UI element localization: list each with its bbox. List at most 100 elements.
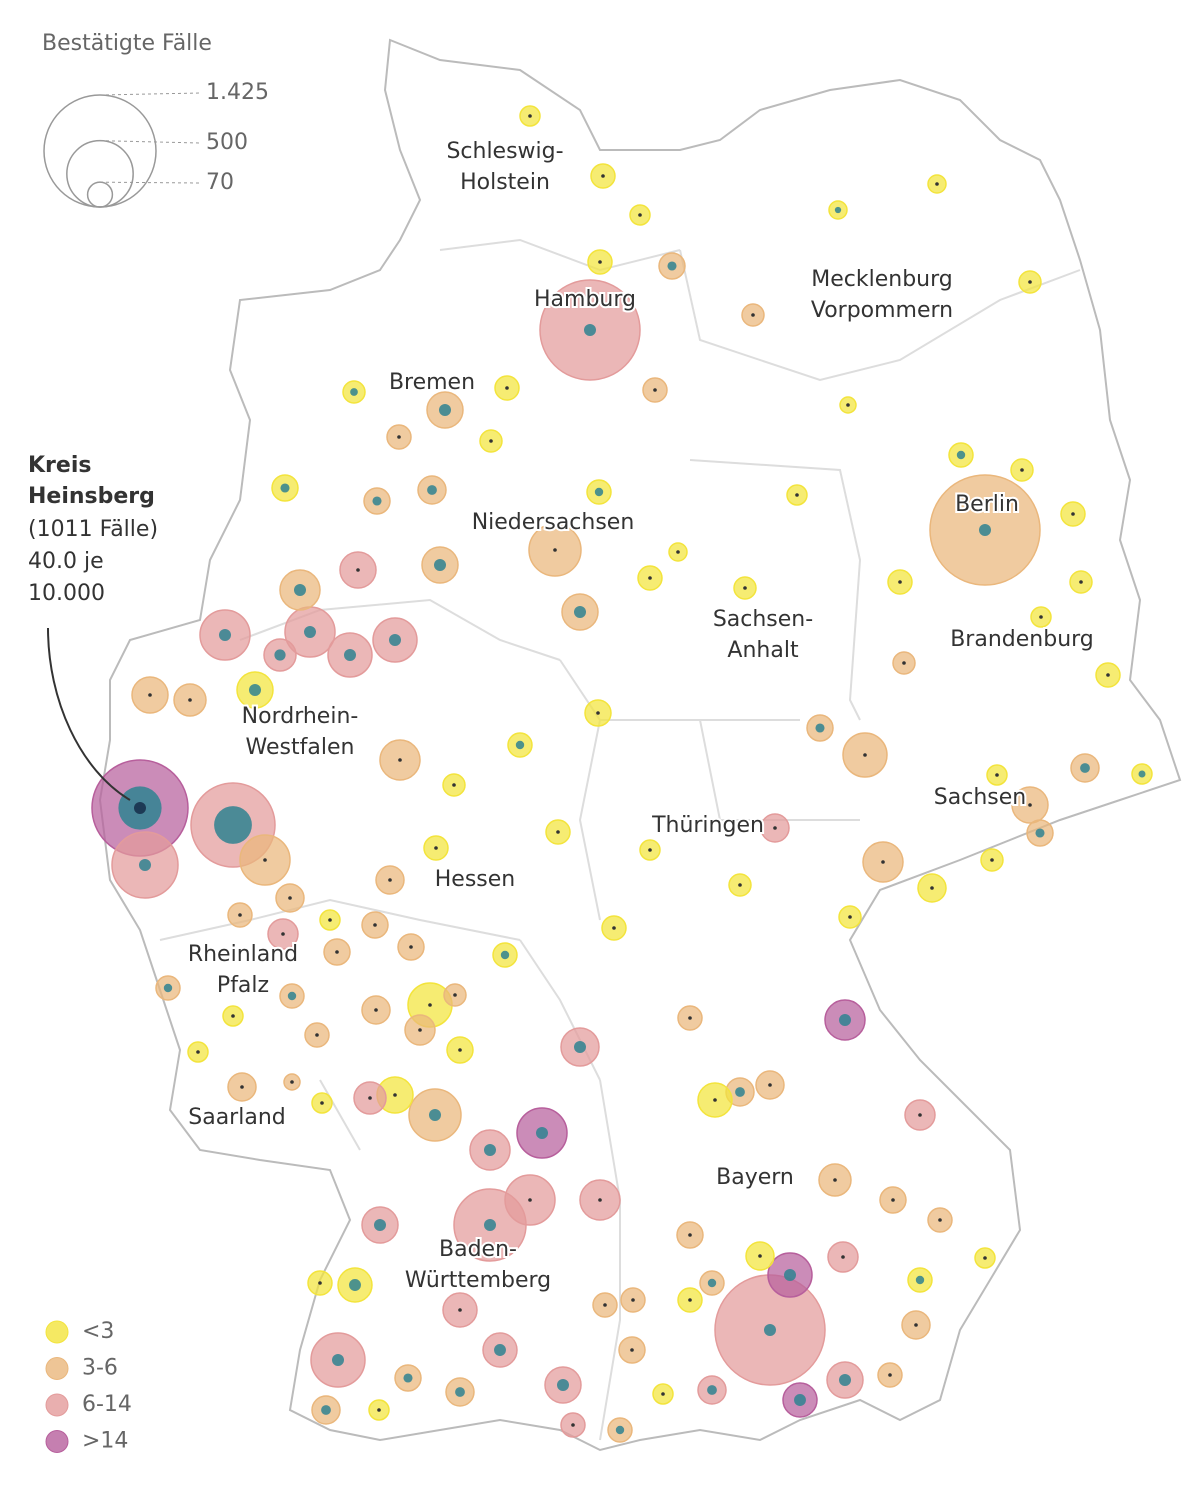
bubble-center (403, 1373, 413, 1383)
bubble-center (596, 711, 600, 715)
bubble-center (458, 1308, 462, 1312)
bubble-center (676, 550, 680, 554)
bubble-center (188, 698, 192, 702)
bubble-center (321, 1405, 331, 1415)
bubble-center (398, 758, 402, 762)
bubble-center (505, 386, 509, 390)
bubble-center (881, 860, 885, 864)
bubble-center (688, 1298, 692, 1302)
color-legend-swatch (45, 1430, 69, 1453)
state-borders (159, 238, 1081, 1441)
bubble-center (983, 1256, 987, 1260)
bubble-center (764, 1324, 776, 1336)
bubble-center (571, 1423, 575, 1427)
bubble-center (377, 1408, 381, 1412)
bubble-center (281, 932, 285, 936)
bubble-center (834, 206, 842, 214)
region-label: Württemberg (405, 1268, 551, 1293)
bubble-center (833, 1178, 837, 1182)
bubble-center (274, 649, 286, 661)
bubble-center (1071, 512, 1075, 516)
bubble-center (335, 950, 339, 954)
region-label: Schleswig- (446, 139, 563, 164)
bubble-center (249, 684, 261, 696)
bubble-center (612, 926, 616, 930)
bubble-center (661, 1392, 665, 1396)
bubble-center (841, 1255, 845, 1259)
bubble-center (389, 634, 401, 646)
bubble-center (214, 806, 252, 844)
bubble-center (240, 1085, 244, 1089)
bubble-center (238, 913, 242, 917)
bubble-center (231, 1014, 235, 1018)
bubble-center (372, 496, 382, 506)
bubble-center (418, 1028, 422, 1032)
bubble-center (918, 1113, 922, 1117)
color-legend-label: 6-14 (82, 1392, 132, 1417)
region-label: Brandenburg (950, 627, 1094, 652)
bubble-center (1028, 803, 1032, 807)
bubble-center (484, 1144, 496, 1156)
bubble-center (1039, 615, 1043, 619)
bubble-center (397, 435, 401, 439)
bubble-center (349, 1279, 361, 1291)
bubble-center (1079, 580, 1083, 584)
bubble-center (648, 576, 652, 580)
bubble-center (528, 114, 532, 118)
bubble-center (458, 1048, 462, 1052)
region-label: Mecklenburg (811, 267, 952, 292)
bubble-center (455, 1387, 465, 1397)
bubble-center (494, 1344, 506, 1356)
bubble-center (484, 1219, 496, 1231)
region-label: Vorpommern (811, 298, 953, 323)
bubble-center (304, 626, 316, 638)
region-label: Hamburg (534, 287, 636, 312)
annotation-leader (47, 627, 131, 801)
bubble-center (1020, 468, 1024, 472)
color-legend-swatch (45, 1393, 69, 1417)
bubble-center (290, 1080, 294, 1084)
bubble-center (795, 493, 799, 497)
bubble-center (713, 1098, 717, 1102)
annotation-text: 10.000 (28, 581, 105, 606)
bubble-center (738, 883, 742, 887)
bubble-center (536, 1127, 548, 1139)
region-label: Sachsen- (713, 607, 813, 632)
bubble-center (598, 1198, 602, 1202)
bubble-center (374, 1219, 386, 1231)
bubble-center (134, 802, 146, 814)
color-legend-label: 3-6 (82, 1356, 118, 1381)
color-legend-swatch (45, 1357, 69, 1380)
bubble-center (1106, 673, 1110, 677)
bubble-center (428, 1003, 432, 1007)
annotation-text: 40.0 je (28, 549, 104, 574)
annotation-title: Kreis (28, 453, 91, 478)
bubble-center (979, 524, 991, 536)
region-label: Niedersachsen (472, 510, 635, 535)
bubble-center (556, 830, 560, 834)
bubble-center (938, 1218, 942, 1222)
bubble-center (1035, 828, 1045, 838)
size-legend-leader (99, 181, 201, 184)
size-legend-label: 1.425 (206, 80, 269, 105)
size-legend-leader (99, 140, 201, 144)
bubble-center (839, 1374, 851, 1386)
bubble-center (434, 559, 446, 571)
size-legend-circle (43, 94, 157, 208)
bubble-center (653, 388, 657, 392)
color-legend-label: >14 (82, 1429, 128, 1454)
bubble-center (328, 918, 332, 922)
region-label: Hessen (435, 867, 515, 892)
bubble-center (863, 753, 867, 757)
bubble-center (439, 404, 451, 416)
bubble-center (294, 584, 306, 596)
bubble-center (280, 483, 290, 493)
bubble-center (935, 182, 939, 186)
bubble-center (219, 629, 231, 641)
region-label: Sachsen (934, 785, 1026, 810)
bubble-center (615, 1425, 625, 1435)
bubble-center (794, 1394, 806, 1406)
bubble-center (914, 1323, 918, 1327)
bubble-center (318, 1281, 322, 1285)
